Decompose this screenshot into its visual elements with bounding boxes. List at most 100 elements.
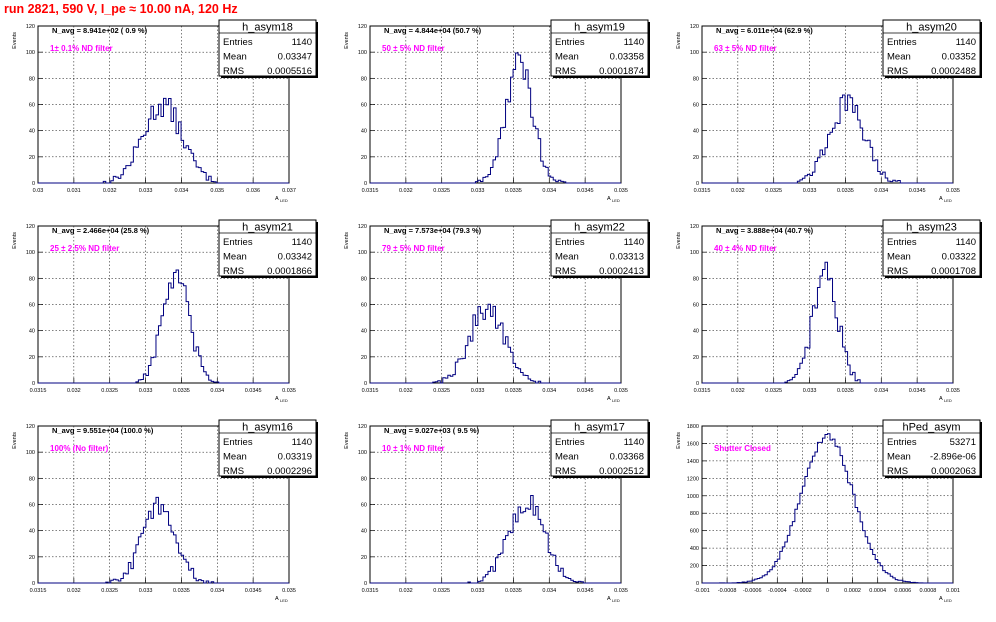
y-tick-label: 120 [26,424,35,430]
navg-label: N_avg = 9.551e+04 (100.0 %) [52,426,154,435]
y-tick-label: 60 [29,303,35,309]
y-tick-label: 60 [361,503,367,509]
y-tick-label: 40 [361,529,367,535]
histogram-name: h_asym22 [574,222,625,234]
x-tick-label: 0.0345 [909,188,926,194]
stats-label: Entries [555,237,585,248]
stats-value: 0.03319 [278,452,312,463]
x-tick-label: 0.0006 [894,588,911,594]
x-tick-label: 0.035 [282,388,296,394]
y-tick-label: 1800 [687,424,699,430]
x-axis-title: A [607,396,611,402]
y-tick-label: 600 [690,529,699,535]
stats-label: RMS [887,66,908,77]
y-tick-label: 20 [361,555,367,561]
x-tick-label: 0.0345 [577,188,594,194]
stats-label: Entries [223,237,253,248]
x-tick-label: 0.034 [874,388,888,394]
histogram-line [370,303,621,384]
y-tick-label: 60 [361,103,367,109]
stats-label: Entries [887,437,917,448]
x-tick-label: 0.032 [731,188,745,194]
filter-annotation: 63 ± 5% ND filter [714,44,777,53]
filter-annotation: 25 ± 2.5% ND filter [50,244,119,253]
y-tick-label: 0 [696,581,699,587]
navg-label: N_avg = 4.844e+04 (50.7 %) [384,26,482,35]
x-tick-label: 0 [826,588,829,594]
histogram-line [38,496,289,584]
y-tick-label: 100 [358,450,367,456]
y-tick-label: 40 [29,129,35,135]
histogram-name: h_asym23 [906,222,957,234]
stats-label: Mean [887,452,911,463]
y-tick-label: 120 [358,24,367,30]
histogram-panel-hPed_asym: -0.001 -0.0008 -0.0006 -0.0004 -0.0002 0 0.000… [676,419,982,603]
y-tick-label: 80 [693,76,699,82]
stats-label: Entries [887,237,917,248]
x-tick-label: 0.034 [542,188,556,194]
x-tick-label: 0.0335 [173,588,190,594]
x-tick-label: 0.035 [210,188,224,194]
x-tick-label: 0.001 [946,588,960,594]
y-tick-label: 80 [361,76,367,82]
filter-annotation: 40 ± 4% ND filter [714,244,777,253]
x-tick-label: 0.035 [946,388,960,394]
histogram-panel-h_asym17: 0.0315 0.032 0.0325 0.033 0.0335 0.034 0.0345 0… [344,419,650,603]
y-tick-label: 20 [693,355,699,361]
stats-box-frame [550,419,649,477]
x-axis-title: A [939,196,943,202]
stats-value: 0.0005516 [267,66,312,77]
x-axis-subscript: LED [280,598,288,603]
y-tick-label: 40 [361,329,367,335]
stats-value: 0.0002296 [267,466,312,477]
stats-box-h_asym17: h_asym17 Entries 1140 Mean 0.03368 RMS 0.00025… [550,419,650,478]
stats-value: 0.0002063 [931,466,976,477]
y-tick-label: 40 [693,329,699,335]
y-tick-label: 120 [690,224,699,230]
x-tick-label: -0.0004 [768,588,787,594]
filter-annotation: Shutter Closed [714,444,771,453]
x-tick-label: 0.0315 [694,388,711,394]
y-tick-label: 40 [29,529,35,535]
y-tick-label: 80 [29,476,35,482]
stats-label: RMS [223,466,244,477]
y-tick-label: 0 [32,581,35,587]
x-tick-label: 0.032 [399,388,413,394]
x-tick-label: 0.034 [175,188,189,194]
x-tick-label: 0.0008 [919,588,936,594]
stats-value: 0.0001874 [599,66,644,77]
y-tick-label: 60 [29,103,35,109]
x-tick-label: 0.0335 [173,388,190,394]
x-tick-label: 0.0345 [245,388,262,394]
histogram-line [702,433,953,584]
run-title: run 2821, 590 V, I_pe ≈ 10.00 nA, 120 Hz [4,2,238,16]
y-tick-label: 100 [358,50,367,56]
stats-value: 0.03313 [610,252,644,263]
x-axis-subscript: LED [612,198,620,203]
histogram-line [370,52,621,184]
stats-value: 0.0002413 [599,266,644,277]
stats-box-frame [550,19,649,77]
stats-value: 1140 [292,37,312,48]
x-tick-label: 0.0315 [362,588,379,594]
x-tick-label: 0.035 [614,588,628,594]
stats-label: RMS [887,466,908,477]
y-tick-label: 0 [32,181,35,187]
y-tick-label: 0 [364,181,367,187]
x-tick-label: 0.033 [471,388,485,394]
y-tick-label: 20 [361,155,367,161]
x-tick-label: 0.033 [139,188,153,194]
x-tick-label: 0.035 [614,388,628,394]
stats-value: 0.03347 [278,52,312,63]
x-tick-label: 0.035 [946,188,960,194]
histogram-name: hPed_asym [902,422,960,434]
stats-value: 1140 [956,237,976,248]
x-tick-label: -0.0006 [743,588,762,594]
x-tick-label: 0.0325 [101,388,118,394]
stats-value: 0.0001866 [267,266,312,277]
x-tick-label: 0.0004 [869,588,886,594]
navg-label: N_avg = 3.888e+04 (40.7 %) [716,226,814,235]
x-tick-label: 0.0335 [505,388,522,394]
x-tick-label: 0.034 [210,388,224,394]
x-tick-label: 0.0335 [505,188,522,194]
